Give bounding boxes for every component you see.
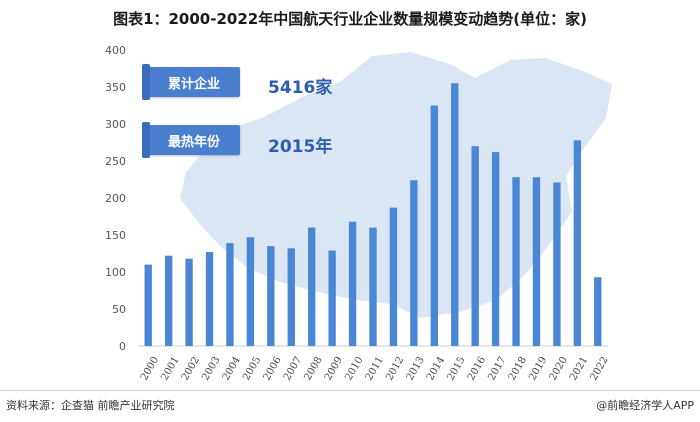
x-tick-label: 2015 xyxy=(445,355,467,383)
source-note: 资料来源：企查猫 前瞻产业研究院 xyxy=(6,399,175,412)
callout-total-label: 累计企业 xyxy=(142,64,240,100)
chart-title: 图表1：2000-2022年中国航天行业企业数量规模变动趋势(单位：家) xyxy=(113,10,587,28)
x-tick-label: 2009 xyxy=(323,355,345,383)
y-tick-label: 400 xyxy=(105,44,126,57)
bar-2011 xyxy=(369,227,377,346)
bar-2000 xyxy=(144,264,152,346)
bar-2017 xyxy=(491,152,500,346)
bar-2005 xyxy=(246,237,255,346)
callout-peak-value: 2015年 xyxy=(268,137,333,157)
y-tick-label: 250 xyxy=(105,155,126,168)
x-tick-label: 2006 xyxy=(262,355,284,383)
x-tick-label: 2017 xyxy=(486,355,508,383)
x-tick-label: 2008 xyxy=(302,355,324,383)
x-tick-label: 2019 xyxy=(527,355,549,383)
x-tick-label: 2007 xyxy=(282,355,304,383)
x-tick-label: 2012 xyxy=(384,355,406,383)
x-tick-label: 2016 xyxy=(466,355,488,383)
bar-2009 xyxy=(328,250,336,346)
brand-credit: @前瞻经济学人APP xyxy=(596,399,694,412)
y-tick-label: 350 xyxy=(105,81,126,94)
bar-2021 xyxy=(573,140,582,346)
bar-2015 xyxy=(451,83,459,347)
callout-total-value: 5416家 xyxy=(268,78,333,98)
x-tick-label: 2000 xyxy=(139,355,161,383)
y-tick-label: 50 xyxy=(112,303,126,316)
bar-2016 xyxy=(471,146,479,346)
x-tick-label: 2011 xyxy=(364,355,386,383)
bars xyxy=(144,83,602,347)
bar-2019 xyxy=(532,177,541,346)
bar-2018 xyxy=(512,177,520,346)
x-tick-label: 2021 xyxy=(568,355,590,383)
x-tick-label: 2020 xyxy=(548,355,570,383)
x-tick-label: 2005 xyxy=(241,355,263,383)
x-tick-label: 2010 xyxy=(343,355,365,383)
bar-2014 xyxy=(430,105,438,346)
x-tick-label: 2002 xyxy=(180,355,202,383)
x-tick-label: 2014 xyxy=(425,355,447,383)
x-tick-label: 2018 xyxy=(507,355,529,383)
bar-2010 xyxy=(348,221,357,346)
bar-2020 xyxy=(553,182,561,346)
y-tick-label: 0 xyxy=(119,340,126,353)
bar-2012 xyxy=(389,207,398,346)
bar-2004 xyxy=(226,243,234,346)
bar-2007 xyxy=(287,248,295,346)
y-tick-label: 100 xyxy=(105,266,126,279)
x-tick-label: 2003 xyxy=(200,355,222,383)
bar-2001 xyxy=(164,255,173,346)
bar-2003 xyxy=(205,252,214,346)
y-tick-label: 300 xyxy=(105,118,126,131)
bar-2006 xyxy=(267,246,275,346)
x-tick-label: 2001 xyxy=(159,355,181,383)
bar-2002 xyxy=(185,258,193,346)
y-tick-label: 200 xyxy=(105,192,126,205)
axes: 0 50 100 150 200 250 300 350 400 xyxy=(105,44,608,353)
y-tick-label: 150 xyxy=(105,229,126,242)
bar-2008 xyxy=(308,227,316,346)
callout-peak-label: 最热年份 xyxy=(142,122,240,158)
x-tick-label: 2013 xyxy=(405,355,427,383)
x-tick-labels: 2000200120022003200420052006200720082009… xyxy=(139,355,611,383)
x-tick-label: 2022 xyxy=(588,355,610,383)
bar-2013 xyxy=(410,180,418,346)
x-tick-label: 2004 xyxy=(221,355,243,383)
bar-2022 xyxy=(594,277,602,346)
footer-divider xyxy=(0,390,700,391)
